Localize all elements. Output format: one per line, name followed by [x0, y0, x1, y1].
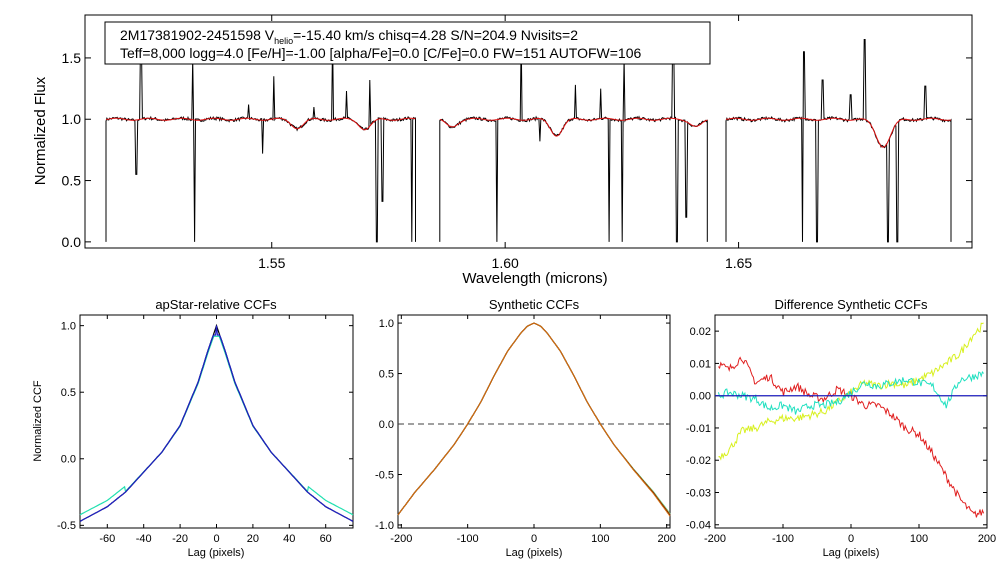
- diff-ccf-line-yellow: [718, 322, 984, 461]
- diff-ccf-frame: [714, 314, 988, 529]
- x-tick-label: 0: [848, 533, 854, 545]
- y-tick-label: -0.03: [686, 487, 711, 499]
- y-tick-label: 0.0: [379, 419, 394, 431]
- y-tick-label: 0.5: [61, 387, 76, 399]
- apstar-ccf-title: apStar-relative CCFs: [155, 297, 277, 312]
- apstar-ccf-line-visit-2: [79, 335, 354, 516]
- apstar-ccf-ticks: -60 -40 -20 0 20 40 60 -0.5 0.0 0.5 1.0: [57, 315, 353, 545]
- synthetic-ccf-panel: -200 -100 0 100 200 -1.0 -0.5 0.0 0.5 1.0 Synthet…: [375, 297, 676, 559]
- spectrum-ticks: 1.55 1.60 1.65 0.0 0.5 1.0 1.5: [62, 15, 972, 271]
- diff-ccf-line-cyan: [717, 370, 984, 415]
- y-tick-label: -0.04: [686, 520, 711, 532]
- header-box: [104, 21, 711, 65]
- y-tick-label: 0.5: [379, 368, 394, 380]
- synthetic-ccf-line-visit-2: [397, 322, 671, 516]
- apstar-ccf-line-visit-1: [79, 325, 354, 522]
- observed-spectrum-chip-1: [105, 35, 416, 243]
- x-tick-label: -40: [136, 533, 152, 545]
- y-tick-label: 0.0: [61, 454, 76, 466]
- spectrum-ylabel: Normalized Flux: [32, 76, 49, 185]
- diff-ccf-title: Difference Synthetic CCFs: [775, 297, 928, 312]
- x-tick-label: 1.65: [725, 255, 752, 271]
- synthetic-ccf-line-visit-1: [397, 322, 671, 516]
- spectrum-frame: [84, 14, 973, 249]
- synthetic-ccf-frame: [397, 314, 671, 529]
- synthetic-ccf-line-mean: [397, 322, 671, 516]
- star-id: 2M17381902-2451598: [120, 27, 261, 43]
- vhelio-subscript: helio: [274, 36, 293, 46]
- y-tick-label: -0.5: [375, 469, 394, 481]
- y-tick-label: 0.00: [690, 391, 711, 403]
- header-line-2: Teff=8,000 logg=4.0 [Fe/H]=-1.00 [alpha/…: [120, 45, 642, 61]
- y-tick-label: 1.0: [379, 318, 394, 330]
- x-tick-label: 1.60: [492, 255, 519, 271]
- apstar-ccf-data: [79, 323, 354, 522]
- apstar-ccf-xlabel: Lag (pixels): [188, 547, 245, 559]
- x-tick-label: -20: [172, 533, 188, 545]
- y-tick-label: 1.5: [62, 50, 82, 66]
- x-tick-label: 0: [531, 533, 537, 545]
- x-tick-label: 100: [591, 533, 609, 545]
- synthetic-ccf-line-combined: [397, 322, 671, 516]
- x-tick-label: 60: [320, 533, 332, 545]
- model-spectrum-chip-2: [439, 117, 708, 137]
- model-spectrum-chip-1: [105, 117, 416, 131]
- y-tick-label: 1.0: [61, 321, 76, 333]
- x-tick-label: -200: [704, 533, 726, 545]
- y-tick-label: 1.0: [62, 111, 82, 127]
- x-tick-label: 200: [658, 533, 676, 545]
- y-tick-label: -1.0: [375, 520, 394, 532]
- synthetic-ccf-ticks: -200 -100 0 100 200 -1.0 -0.5 0.0 0.5 1.0: [375, 315, 676, 545]
- x-tick-label: -100: [457, 533, 479, 545]
- vhelio-prefix: V: [265, 27, 275, 43]
- y-tick-label: 0.0: [62, 234, 82, 250]
- x-tick-label: -200: [390, 533, 412, 545]
- spectrum-panel: 1.55 1.60 1.65 0.0 0.5 1.0 1.5 2M17381902-2451…: [32, 14, 973, 287]
- diff-ccf-line-red: [718, 356, 985, 518]
- observed-spectrum-chip-2: [439, 32, 708, 243]
- x-tick-label: 1.55: [258, 255, 285, 271]
- apstar-ccf-line-combined: [79, 323, 354, 522]
- spectrum-data: [105, 32, 952, 243]
- synthetic-ccf-line-model: [397, 322, 671, 517]
- synthetic-ccf-title: Synthetic CCFs: [489, 297, 580, 312]
- header-line-1: 2M17381902-2451598 Vhelio=-15.40 km/s ch…: [120, 27, 578, 46]
- y-tick-label: 0.02: [690, 326, 711, 338]
- observed-spectrum-chip-3: [725, 39, 952, 243]
- synthetic-ccf-xlabel: Lag (pixels): [506, 547, 563, 559]
- x-tick-label: -60: [99, 533, 115, 545]
- apstar-ccf-ylabel: Normalized CCF: [32, 380, 44, 462]
- y-tick-label: -0.01: [686, 423, 711, 435]
- y-tick-label: -0.02: [686, 455, 711, 467]
- diff-ccf-panel: -200 -100 0 100 200 -0.04 -0.03 -0.02 -0.01 0.00 0…: [686, 297, 996, 559]
- diff-ccf-ticks: -200 -100 0 100 200 -0.04 -0.03 -0.02 -0.01 0.00 0…: [686, 315, 996, 545]
- diff-ccf-xlabel: Lag (pixels): [823, 547, 880, 559]
- diff-ccf-data: [715, 322, 987, 518]
- header-line-1-rest: =-15.40 km/s chisq=4.28 S/N=204.9 Nvisit…: [293, 27, 578, 43]
- y-tick-label: -0.5: [57, 520, 76, 532]
- synthetic-ccf-data: [397, 322, 671, 517]
- x-tick-label: 40: [283, 533, 295, 545]
- apstar-ccf-panel: -60 -40 -20 0 20 40 60 -0.5 0.0 0.5 1.0 apStar-rel…: [32, 297, 354, 559]
- model-spectrum-chip-3: [725, 117, 952, 148]
- x-tick-label: 0: [213, 533, 219, 545]
- x-tick-label: 20: [247, 533, 259, 545]
- x-tick-label: 100: [910, 533, 928, 545]
- y-tick-label: 0.5: [62, 172, 82, 188]
- x-tick-label: 200: [978, 533, 996, 545]
- spectrum-xlabel: Wavelength (microns): [462, 270, 607, 287]
- x-tick-label: -100: [772, 533, 794, 545]
- y-tick-label: 0.01: [690, 358, 711, 370]
